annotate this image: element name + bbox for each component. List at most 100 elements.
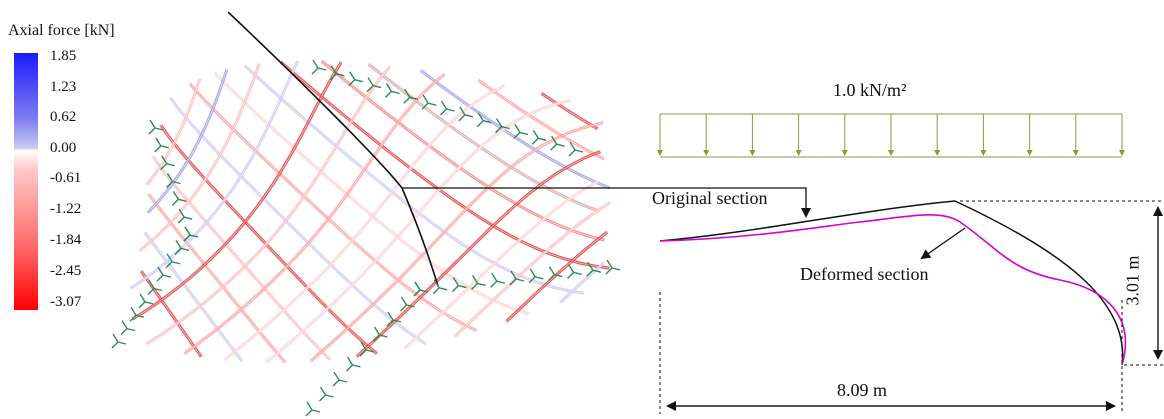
support-arrow xyxy=(471,282,479,290)
support-arrow xyxy=(409,96,418,100)
support-arrow xyxy=(148,280,155,289)
support-arrow xyxy=(325,394,334,398)
support-arrow xyxy=(495,126,503,134)
support-arrow xyxy=(587,261,594,271)
support-arrow xyxy=(120,328,128,336)
gridshell-member-highlight xyxy=(160,124,378,354)
support-arrow xyxy=(129,314,137,322)
support-arrow xyxy=(439,287,448,291)
support-arrow xyxy=(346,356,354,366)
support-arrow xyxy=(161,155,168,165)
support-arrow xyxy=(514,124,521,133)
support-arrow xyxy=(162,274,172,278)
support-arrow xyxy=(477,112,484,122)
support-arrow xyxy=(605,267,613,275)
support-arrow xyxy=(366,85,374,93)
support-arrow xyxy=(476,120,484,128)
support-arrow xyxy=(386,319,394,327)
support-arrow xyxy=(311,409,321,413)
support-arrow xyxy=(548,266,555,275)
support-arrow xyxy=(373,326,381,336)
support-arrow xyxy=(178,198,187,203)
support-arrow xyxy=(349,71,356,81)
original-section-curve xyxy=(659,200,1124,366)
support-arrow xyxy=(346,364,353,372)
support-arrow xyxy=(510,270,517,280)
support-arrow xyxy=(458,284,467,289)
support-arrow xyxy=(574,149,584,153)
support-arrow xyxy=(333,371,340,381)
height-label: 3.01 m xyxy=(1122,255,1143,306)
support-arrow xyxy=(165,261,173,269)
support-arrow xyxy=(379,334,388,338)
gridshell-member-highlight xyxy=(454,202,611,337)
support-arrow xyxy=(160,145,170,149)
leader-line xyxy=(402,187,811,218)
gridshell-member-highlight xyxy=(138,63,260,252)
support-arrow xyxy=(305,409,313,417)
legend-tick: -3.07 xyxy=(50,294,82,310)
support-arrow xyxy=(459,106,466,116)
support-arrow xyxy=(139,293,146,303)
support-arrow xyxy=(554,273,563,278)
gridshell-members xyxy=(129,60,612,364)
support-arrow xyxy=(112,333,119,343)
original-section-label: Original section xyxy=(652,188,768,208)
support-arrow xyxy=(422,94,429,104)
support-arrow xyxy=(154,127,164,131)
legend-tick: 0.62 xyxy=(50,109,77,125)
gridshell-member-highlight xyxy=(129,60,298,289)
support-arrow xyxy=(130,306,137,316)
support-arrow xyxy=(338,379,348,383)
support-arrow xyxy=(573,271,582,276)
support-arrow xyxy=(144,301,154,305)
support-arrow xyxy=(149,119,156,129)
support-arrow xyxy=(138,301,146,309)
support-arrow xyxy=(440,108,447,116)
legend-tick: -2.45 xyxy=(50,263,82,279)
support-arrow xyxy=(126,327,136,332)
support-arrow xyxy=(532,129,539,139)
support-arrow xyxy=(551,135,558,145)
support-arrow xyxy=(501,125,510,130)
support-arrow xyxy=(352,364,361,368)
support-arrow xyxy=(406,304,415,308)
support-arrow xyxy=(178,208,185,218)
support-arrow xyxy=(569,141,576,151)
support-arrow xyxy=(319,394,326,402)
legend-tick: -1.84 xyxy=(50,232,82,248)
support-arrow xyxy=(427,102,437,106)
gridshell-member-highlight xyxy=(280,61,610,269)
support-arrow xyxy=(189,234,199,238)
support-arrow xyxy=(491,272,498,282)
support-arrow xyxy=(348,79,356,87)
gridshell-member-highlight xyxy=(559,262,605,303)
support-arrow xyxy=(332,379,340,387)
support-arrow xyxy=(166,173,174,182)
legend-tick: -0.61 xyxy=(50,170,82,186)
section-cut xyxy=(227,11,439,287)
support-arrow xyxy=(550,143,558,151)
support-arrow xyxy=(529,268,536,278)
support-arrow xyxy=(440,100,448,110)
support-arrow xyxy=(171,198,179,206)
support-arrow xyxy=(311,67,319,75)
gridshell-member-highlight xyxy=(321,60,605,241)
support-arrow xyxy=(419,289,429,293)
axial-force-colorbar xyxy=(14,53,38,310)
legend-tick: 0.00 xyxy=(50,140,77,156)
support-arrow xyxy=(365,349,375,353)
support-arrow xyxy=(547,274,555,282)
legend-tick: 1.23 xyxy=(50,79,77,95)
support-arrow xyxy=(385,83,393,92)
support-arrow xyxy=(509,278,517,286)
gridshell-member-highlight xyxy=(140,270,202,358)
support-arrow xyxy=(166,253,173,263)
gridshell-member-highlight xyxy=(420,70,610,189)
support-arrow xyxy=(515,278,525,282)
legend-title: Axial force [kN] xyxy=(8,22,115,39)
support-arrow xyxy=(391,90,400,95)
support-arrow xyxy=(592,269,601,273)
support-arrow xyxy=(172,180,181,185)
